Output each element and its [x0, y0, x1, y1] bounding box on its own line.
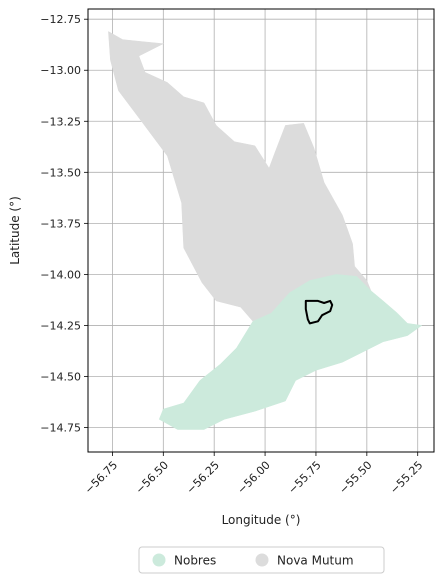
x-tick-label: −56.75 — [82, 459, 120, 497]
x-tick-label: −56.25 — [184, 459, 222, 497]
legend: Nobres Nova Mutum — [138, 546, 385, 574]
plot-frame — [87, 8, 435, 453]
map-regions — [108, 31, 423, 430]
y-tick-label: −12.75 — [40, 13, 81, 26]
x-tick-label: −55.75 — [286, 459, 324, 497]
x-tick-label: −55.50 — [337, 459, 375, 497]
legend-label: Nova Mutum — [277, 554, 354, 568]
y-tick-label: −14.00 — [40, 268, 81, 281]
legend-marker — [255, 553, 269, 567]
y-tick-label: −13.00 — [40, 64, 81, 77]
region-nova-mutum — [108, 31, 372, 322]
y-tick-label: −13.75 — [40, 217, 81, 230]
x-tick-label: −55.25 — [388, 459, 426, 497]
highlight-outline — [304, 299, 334, 325]
x-tick-label: −56.50 — [133, 459, 171, 497]
x-tick-label: −56.00 — [235, 459, 273, 497]
legend-label: Nobres — [174, 554, 216, 568]
y-tick-label: −14.50 — [40, 370, 81, 383]
x-axis-label: Longitude (°) — [222, 513, 301, 527]
y-tick-label: −14.75 — [40, 422, 81, 435]
region-nobres — [158, 274, 423, 430]
y-tick-label: −13.25 — [40, 115, 81, 128]
y-tick-label: −14.25 — [40, 319, 81, 332]
y-axis-label: Latitude (°) — [8, 196, 22, 265]
highlight-area — [304, 299, 334, 325]
y-tick-label: −13.50 — [40, 166, 81, 179]
legend-marker — [152, 553, 166, 567]
